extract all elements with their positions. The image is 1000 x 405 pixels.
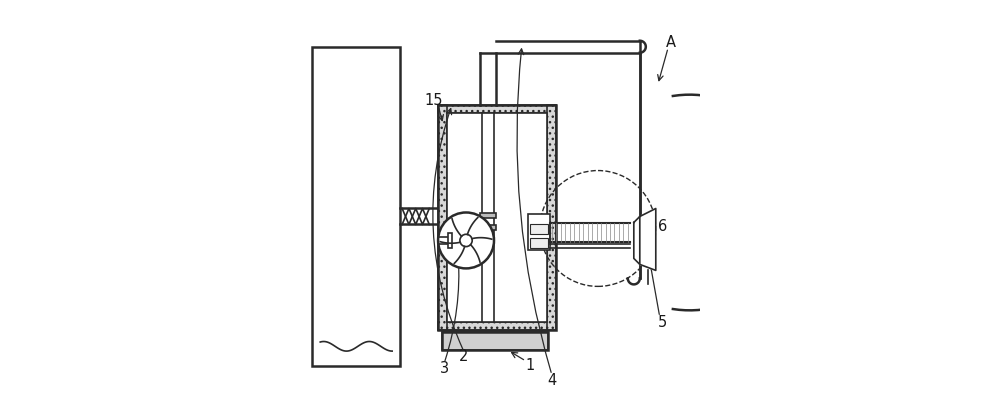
Bar [442,333,548,350]
Bar [447,113,547,322]
Text: 15: 15 [425,93,443,108]
Text: 4: 4 [547,373,557,388]
Bar [438,104,447,330]
Text: 6: 6 [658,219,668,234]
Circle shape [460,234,472,247]
Circle shape [438,213,494,269]
Text: A: A [666,35,676,50]
Bar [448,233,452,247]
Text: 3: 3 [440,361,449,376]
Bar [530,239,548,248]
Bar [312,47,400,366]
Bar [438,104,556,113]
Polygon shape [634,217,640,264]
Bar [528,215,550,250]
Text: 2: 2 [459,349,469,364]
Bar [438,104,556,330]
Bar [547,104,556,330]
Text: 5: 5 [658,315,667,330]
Bar [480,225,496,230]
Polygon shape [640,209,656,271]
Bar [530,224,548,234]
Text: 1: 1 [525,358,535,373]
Bar [438,322,556,330]
Bar [442,333,548,350]
Bar [480,213,496,218]
